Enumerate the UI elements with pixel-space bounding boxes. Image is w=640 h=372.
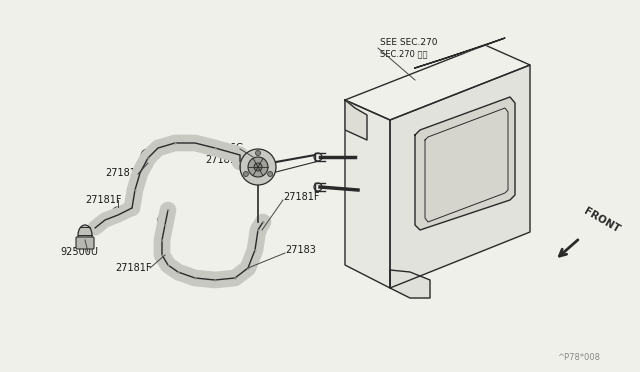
- Text: FRONT: FRONT: [582, 206, 621, 235]
- Text: 27181F: 27181F: [283, 192, 319, 202]
- Circle shape: [243, 171, 248, 176]
- Circle shape: [255, 151, 260, 155]
- Text: SEC.270 参照: SEC.270 参照: [380, 49, 428, 58]
- Text: ^P78*008: ^P78*008: [557, 353, 600, 362]
- Text: 27183: 27183: [285, 245, 316, 255]
- Circle shape: [268, 171, 273, 176]
- Polygon shape: [345, 100, 367, 140]
- Polygon shape: [345, 100, 390, 288]
- Text: SEE SEC.270: SEE SEC.270: [380, 38, 438, 46]
- Polygon shape: [415, 38, 505, 68]
- Ellipse shape: [78, 225, 92, 245]
- FancyBboxPatch shape: [76, 237, 94, 249]
- Text: 27181: 27181: [105, 168, 136, 178]
- Circle shape: [248, 157, 268, 177]
- Circle shape: [240, 149, 276, 185]
- Polygon shape: [390, 270, 430, 298]
- Text: 92500U: 92500U: [60, 247, 98, 257]
- Polygon shape: [390, 65, 530, 288]
- Text: 27181F: 27181F: [85, 195, 122, 205]
- Circle shape: [254, 163, 262, 171]
- Text: 27181F: 27181F: [205, 155, 241, 165]
- Polygon shape: [415, 97, 515, 230]
- Text: 27181F: 27181F: [115, 263, 152, 273]
- Polygon shape: [345, 45, 530, 120]
- Text: 27186G: 27186G: [205, 143, 243, 153]
